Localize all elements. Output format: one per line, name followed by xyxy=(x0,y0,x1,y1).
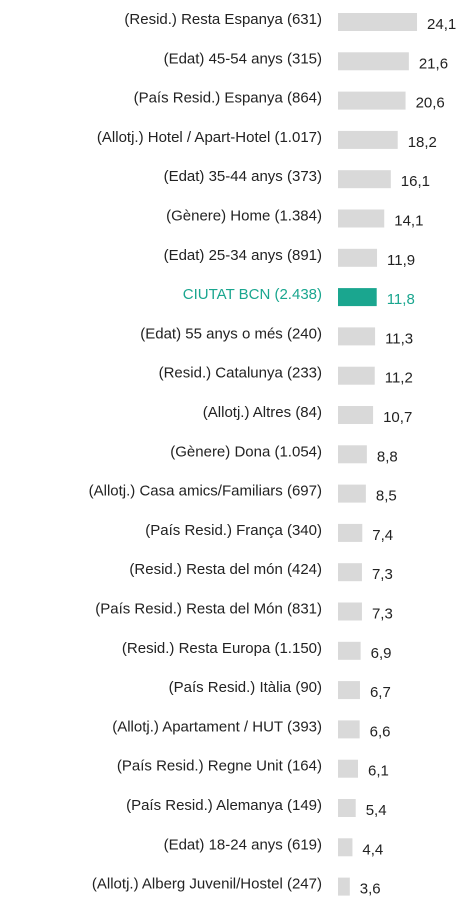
bar xyxy=(338,130,398,149)
category-label: (Gènere) Dona (1.054) xyxy=(170,443,322,460)
category-label: (País Resid.) França (340) xyxy=(145,522,322,539)
value-label: 5,4 xyxy=(366,802,387,819)
bar xyxy=(338,52,409,71)
category-label: (Allotj.) Hotel / Apart-Hotel (1.017) xyxy=(97,129,322,146)
bar xyxy=(338,91,406,110)
bar xyxy=(338,13,418,31)
bar xyxy=(338,877,350,896)
bar xyxy=(338,288,377,307)
bar xyxy=(338,759,359,778)
category-label: (Edat) 35-44 anys (373) xyxy=(164,168,322,185)
category-label: CIUTAT BCN (2.438) xyxy=(183,286,322,303)
value-label: 8,5 xyxy=(376,488,397,505)
value-label: 18,2 xyxy=(408,134,437,151)
bar xyxy=(338,248,378,267)
value-label: 10,7 xyxy=(383,409,412,426)
value-label: 6,6 xyxy=(370,723,391,740)
category-label: (Allotj.) Altres (84) xyxy=(203,404,322,421)
value-label: 6,1 xyxy=(368,763,389,780)
value-label: 11,8 xyxy=(387,291,415,308)
bar xyxy=(338,523,363,542)
bar xyxy=(338,366,375,385)
bar xyxy=(338,799,356,817)
value-label: 20,6 xyxy=(416,95,445,112)
bar xyxy=(338,681,360,700)
category-label: (Resid.) Resta Espanya (631) xyxy=(124,11,322,28)
category-label: (Edat) 55 anys o més (240) xyxy=(140,325,322,342)
value-label: 4,4 xyxy=(362,841,383,858)
category-label: (Resid.) Resta del món (424) xyxy=(129,561,322,578)
category-label: (Allotj.) Apartament / HUT (393) xyxy=(112,718,322,735)
bar xyxy=(338,720,360,739)
value-label: 6,9 xyxy=(371,645,392,662)
category-label: (País Resid.) Alemanya (149) xyxy=(126,797,322,814)
value-label: 21,6 xyxy=(419,55,448,72)
value-label: 6,7 xyxy=(370,684,391,701)
value-label: 14,1 xyxy=(394,212,423,229)
bar xyxy=(338,406,374,424)
bar xyxy=(338,445,367,464)
category-label: (Resid.) Catalunya (233) xyxy=(159,365,322,382)
value-label: 11,9 xyxy=(387,252,415,269)
bar xyxy=(338,641,361,660)
value-label: 3,6 xyxy=(360,881,381,898)
category-label: (País Resid.) Itàlia (90) xyxy=(169,679,322,696)
category-label: (Allotj.) Casa amics/Familiars (697) xyxy=(89,483,322,500)
value-label: 7,4 xyxy=(372,527,393,544)
bar xyxy=(338,602,362,621)
value-label: 24,1 xyxy=(427,16,456,33)
value-label: 7,3 xyxy=(372,605,393,622)
bar xyxy=(338,484,366,503)
bar xyxy=(338,209,385,228)
category-label: (País Resid.) Resta del Món (831) xyxy=(95,600,322,617)
bar xyxy=(338,170,391,189)
category-label: (País Resid.) Regne Unit (164) xyxy=(117,758,322,775)
category-label: (Resid.) Resta Europa (1.150) xyxy=(122,640,322,657)
bar xyxy=(338,563,362,582)
value-label: 11,3 xyxy=(385,330,413,347)
bar xyxy=(338,838,353,857)
value-label: 16,1 xyxy=(401,173,430,190)
category-label: (Edat) 45-54 anys (315) xyxy=(164,50,322,67)
bar xyxy=(338,327,376,346)
value-label: 11,2 xyxy=(385,370,413,387)
value-label: 7,3 xyxy=(372,566,393,583)
category-label: (Gènere) Home (1.384) xyxy=(166,207,322,224)
category-label: (Allotj.) Alberg Juvenil/Hostel (247) xyxy=(92,876,322,893)
category-label: (Edat) 25-34 anys (891) xyxy=(164,247,322,264)
category-label: (País Resid.) Espanya (864) xyxy=(134,90,322,107)
category-label: (Edat) 18-24 anys (619) xyxy=(164,836,322,853)
value-label: 8,8 xyxy=(377,448,398,465)
